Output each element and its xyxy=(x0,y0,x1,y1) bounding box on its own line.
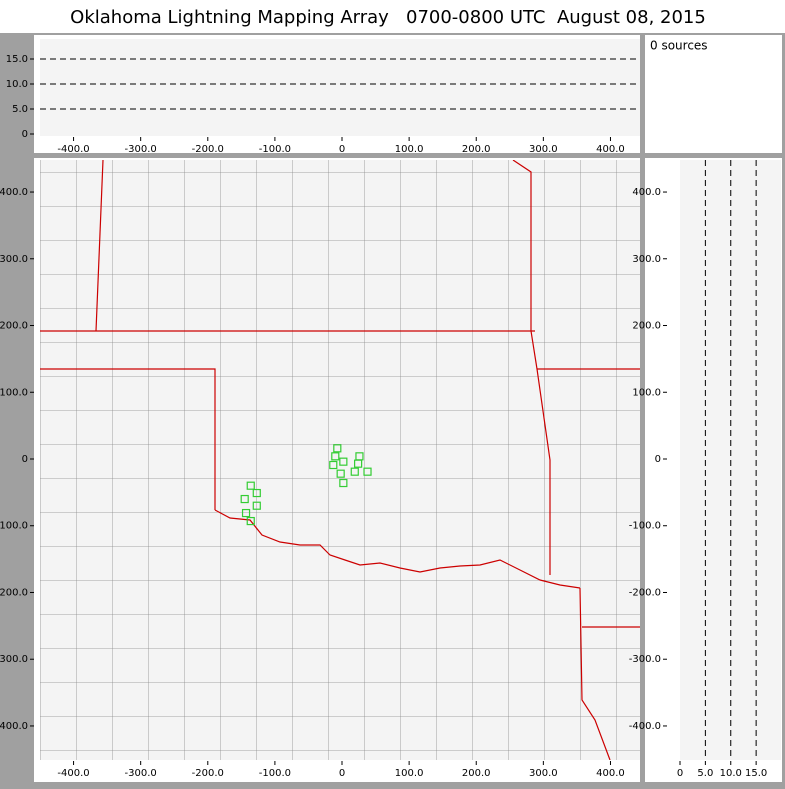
y-tick-label: 15.0 xyxy=(6,54,28,65)
y-tick-label: -300.0 xyxy=(0,654,28,665)
station xyxy=(246,481,255,490)
border xyxy=(579,587,611,760)
y-tick-label: 300.0 xyxy=(632,254,661,265)
x-tick-label: 300.0 xyxy=(529,768,558,779)
station xyxy=(336,469,345,478)
x-tick-label: 15.0 xyxy=(745,768,767,779)
sources-panel xyxy=(645,35,782,153)
x-tick-label: 300.0 xyxy=(529,144,558,155)
station xyxy=(339,457,348,466)
y-tick-label: 400.0 xyxy=(632,187,661,198)
station xyxy=(363,467,372,476)
y-tick-label: 0 xyxy=(22,129,28,140)
y-tick-label: 0 xyxy=(22,454,28,465)
y-tick-label: -100.0 xyxy=(0,521,28,532)
x-tick-label: -200.0 xyxy=(192,768,224,779)
y-tick-label: -400.0 xyxy=(629,721,661,732)
station xyxy=(333,444,342,453)
y-tick-label: 5.0 xyxy=(12,104,28,115)
border xyxy=(95,160,104,332)
y-tick-label: 100.0 xyxy=(0,387,28,398)
border xyxy=(40,368,216,510)
state-borders xyxy=(40,160,640,760)
y-tick-label: 200.0 xyxy=(0,321,28,332)
x-tick-label: 200.0 xyxy=(462,144,491,155)
sources-count: 0 sources xyxy=(650,39,708,53)
station xyxy=(246,516,255,526)
x-tick-label: -300.0 xyxy=(125,768,157,779)
y-tick-label: 300.0 xyxy=(0,254,28,265)
x-tick-label: 400.0 xyxy=(596,768,625,779)
red-river xyxy=(214,509,581,589)
x-tick-label: 0 xyxy=(339,144,345,155)
x-tick-label: 100.0 xyxy=(395,768,424,779)
station xyxy=(241,508,251,518)
x-tick-label: -400.0 xyxy=(57,144,89,155)
border xyxy=(512,160,551,575)
station xyxy=(331,452,340,461)
x-tick-label: 5.0 xyxy=(697,768,713,779)
x-tick-label: 100.0 xyxy=(395,144,424,155)
x-tick-label: 0 xyxy=(339,768,345,779)
title-bar xyxy=(0,0,785,33)
page-title: Oklahoma Lightning Mapping Array 0700-08… xyxy=(70,7,706,28)
y-tick-label: 400.0 xyxy=(0,187,28,198)
x-tick-label: -100.0 xyxy=(259,768,291,779)
x-tick-label: 200.0 xyxy=(462,768,491,779)
y-tick-label: -200.0 xyxy=(629,587,661,598)
y-tick-label: -200.0 xyxy=(0,587,28,598)
station xyxy=(354,459,363,468)
x-tick-label: -200.0 xyxy=(192,144,224,155)
x-tick-label: -300.0 xyxy=(125,144,157,155)
x-tick-label: 0 xyxy=(677,768,683,779)
station xyxy=(329,460,338,470)
y-tick-label: 100.0 xyxy=(632,387,661,398)
y-tick-label: -400.0 xyxy=(0,721,28,732)
y-tick-label: 10.0 xyxy=(6,79,28,90)
y-tick-label: -100.0 xyxy=(629,521,661,532)
station xyxy=(252,501,261,510)
station xyxy=(350,467,359,476)
y-tick-label: -300.0 xyxy=(629,654,661,665)
x-tick-label: 400.0 xyxy=(596,144,625,155)
station xyxy=(240,494,249,504)
x-tick-label: -100.0 xyxy=(259,144,291,155)
station xyxy=(339,478,348,488)
x-tick-label: -400.0 xyxy=(57,768,89,779)
station xyxy=(252,488,261,498)
y-tick-label: 200.0 xyxy=(632,321,661,332)
top-plot-area xyxy=(40,39,640,136)
y-tick-label: 0 xyxy=(655,454,661,465)
x-tick-label: 10.0 xyxy=(720,768,742,779)
